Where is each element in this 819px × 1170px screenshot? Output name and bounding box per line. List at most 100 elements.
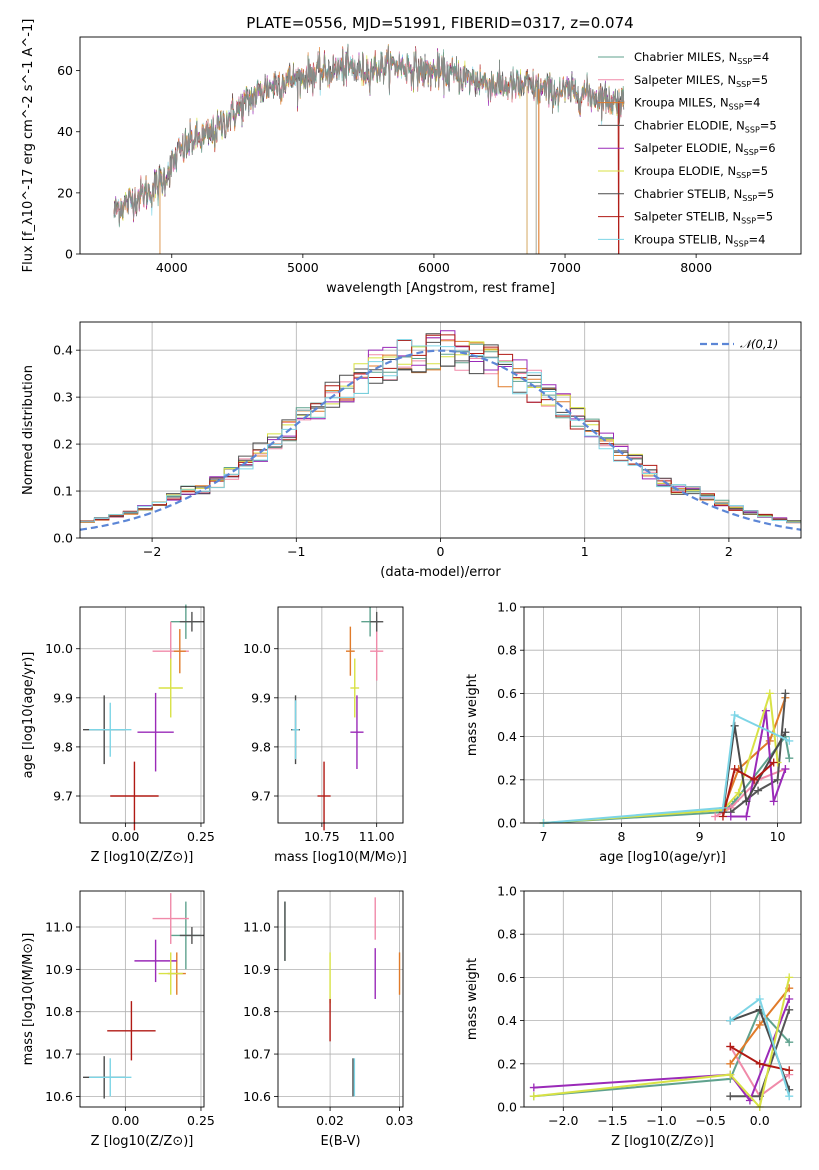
y-tick-label: 1.0	[497, 600, 517, 615]
y-axis-label: age [log10(age/yr)]	[21, 652, 36, 779]
errorbars	[83, 893, 204, 1099]
x-tick-label: 0.25	[187, 1113, 215, 1128]
x-tick-label: 1	[581, 544, 589, 559]
x-tick-label: 0.0	[750, 1113, 770, 1128]
plot-mass_weight_vs_Z: −2.0 −1.5 −1.0 −0.5 0.0 0.0 0.2 0.4 0.6 0.8 1.0 Z […	[465, 884, 802, 1149]
y-tick-label: 0.2	[497, 772, 517, 787]
x-axis-label: Z [log10(Z/Z⊙)]	[91, 1134, 194, 1149]
x-axis-label: age [log10(age/yr)]	[599, 850, 726, 865]
y-tick-label: 10.9	[45, 962, 73, 977]
x-tick-label: 8	[618, 829, 626, 844]
weight-point-kroupa_miles	[755, 1020, 764, 1029]
y-tick-label: 9.9	[251, 690, 271, 705]
weight-point-kroupa_stelib	[726, 1016, 735, 1025]
x-tick-label: 10	[770, 829, 786, 844]
plot-frame	[79, 36, 802, 255]
weight-lines	[539, 689, 794, 827]
plot-age_vs_Z: 0.00 0.25 9.7 9.8 9.9 10.0 Z [log10(Z/Z⊙)] age …	[21, 604, 215, 865]
y-tick-label: 0.2	[53, 437, 73, 452]
y-tick-label: 0.8	[497, 643, 517, 658]
plot-age_vs_mass: 10.75 11.00 9.7 9.8 9.9 10.0 mass [log10(M/M⊙)…	[243, 606, 407, 865]
legend-label: Kroupa STELIB, NSSP=4	[634, 232, 765, 248]
legend-label: Chabrier ELODIE, NSSP=5	[634, 118, 777, 134]
weight-point-kroupa_miles	[726, 1059, 735, 1068]
weight-point-kroupa_stelib	[730, 711, 739, 719]
y-tick-label: 10.6	[243, 1089, 271, 1104]
y-tick-label: 0.0	[497, 816, 517, 831]
weight-point-salpeter_stelib	[718, 812, 727, 821]
x-tick-label: −1.5	[597, 1113, 627, 1128]
x-tick-label: 11.00	[359, 829, 395, 844]
weight-point-salpeter_stelib	[750, 775, 759, 784]
weight-point-salpeter_elodie	[726, 812, 735, 821]
weight-lines	[529, 973, 794, 1111]
y-tick-label: 9.8	[53, 739, 73, 754]
plot-spectrum: 4000 5000 6000 7000 8000 0 20 40 60 wavelength [A…	[21, 19, 802, 296]
x-tick-label: −0.5	[695, 1113, 725, 1128]
x-axis-label: Z [log10(Z/Z⊙)]	[91, 850, 194, 865]
weight-point-salpeter_stelib	[785, 1066, 794, 1075]
weight-point-chabrier_elodie	[781, 689, 790, 698]
legend-label: 𝒩(0,1)	[740, 337, 778, 351]
legend-label: Salpeter MILES, NSSP=5	[634, 73, 768, 89]
x-tick-label: 0.00	[111, 1113, 139, 1128]
weight-point-chabrier_elodie	[754, 786, 763, 795]
weight-point-salpeter_elodie	[742, 812, 751, 821]
legend-label: Kroupa MILES, NSSP=4	[634, 96, 760, 112]
y-tick-label: 10.6	[45, 1089, 73, 1104]
plot-frame	[523, 890, 802, 1108]
weight-point-chabrier_miles	[785, 754, 794, 763]
y-tick-label: 0	[65, 247, 73, 262]
weight-point-kroupa_elodie	[529, 1092, 538, 1101]
weight-point-chabrier_elodie	[773, 775, 782, 784]
x-tick-label: 0.03	[386, 1113, 414, 1128]
plot-frame	[277, 890, 404, 1108]
y-tick-label: 0.4	[497, 729, 517, 744]
x-axis-label: (data-model)/error	[380, 565, 501, 580]
y-axis-label: mass [log10(M/M⊙)]	[21, 933, 36, 1066]
weight-line-kroupa_stelib	[543, 713, 790, 824]
y-tick-label: 0.4	[497, 1013, 517, 1028]
errorbars	[284, 897, 401, 1097]
x-tick-label: 8000	[680, 260, 712, 275]
y-axis-label: mass weight	[465, 958, 480, 1040]
weight-point-salpeter_elodie	[785, 995, 794, 1003]
x-tick-label: 7000	[549, 260, 581, 275]
x-tick-label: 5000	[287, 260, 319, 275]
y-tick-label: 1.0	[497, 884, 517, 899]
x-tick-label: 0.00	[111, 829, 139, 844]
y-tick-label: 0.4	[53, 343, 73, 358]
y-tick-label: 0.0	[53, 531, 73, 546]
y-tick-label: 11.0	[45, 920, 73, 935]
y-tick-label: 0.1	[53, 484, 73, 499]
x-tick-label: −1.0	[646, 1113, 676, 1128]
x-axis-label: E(B-V)	[320, 1134, 360, 1149]
weight-line-salpeter_stelib	[722, 761, 775, 817]
y-tick-label: 9.8	[251, 739, 271, 754]
legend-label: Chabrier MILES, NSSP=4	[634, 50, 769, 66]
y-tick-label: 0.8	[497, 927, 517, 942]
errorbars	[83, 604, 204, 831]
x-tick-label: −2.0	[548, 1113, 578, 1128]
weight-point-kroupa_elodie	[726, 1070, 735, 1079]
plot-frame	[79, 606, 205, 824]
y-tick-label: 20	[57, 185, 73, 200]
weight-point-chabrier_miles	[785, 1038, 794, 1047]
spectrum-observed-line	[113, 46, 625, 225]
spectrum-legend: Chabrier MILES, NSSP=4 Salpeter MILES, NS…	[598, 50, 777, 248]
legend-label: Salpeter ELODIE, NSSP=6	[634, 141, 776, 157]
y-tick-label: 9.9	[53, 690, 73, 705]
x-axis-label: wavelength [Angstrom, rest frame]	[326, 281, 555, 296]
x-tick-label: 0.25	[187, 829, 215, 844]
x-tick-label: −1	[287, 544, 305, 559]
weight-line-salpeter_elodie	[533, 998, 791, 1103]
weight-point-salpeter_elodie	[529, 1083, 538, 1092]
weight-point-salpeter_stelib	[730, 765, 739, 773]
weight-point-chabrier_elodie	[785, 1005, 794, 1014]
plot-mass_vs_ebv: 0.02 0.03 10.6 10.7 10.8 10.9 11.0 E(B-V)	[243, 890, 414, 1149]
y-axis-label: Normed distribution	[21, 365, 36, 495]
weight-point-kroupa_elodie	[734, 788, 743, 797]
y-tick-label: 10.7	[45, 1047, 73, 1062]
legend-label: Kroupa ELODIE, NSSP=5	[634, 164, 768, 180]
